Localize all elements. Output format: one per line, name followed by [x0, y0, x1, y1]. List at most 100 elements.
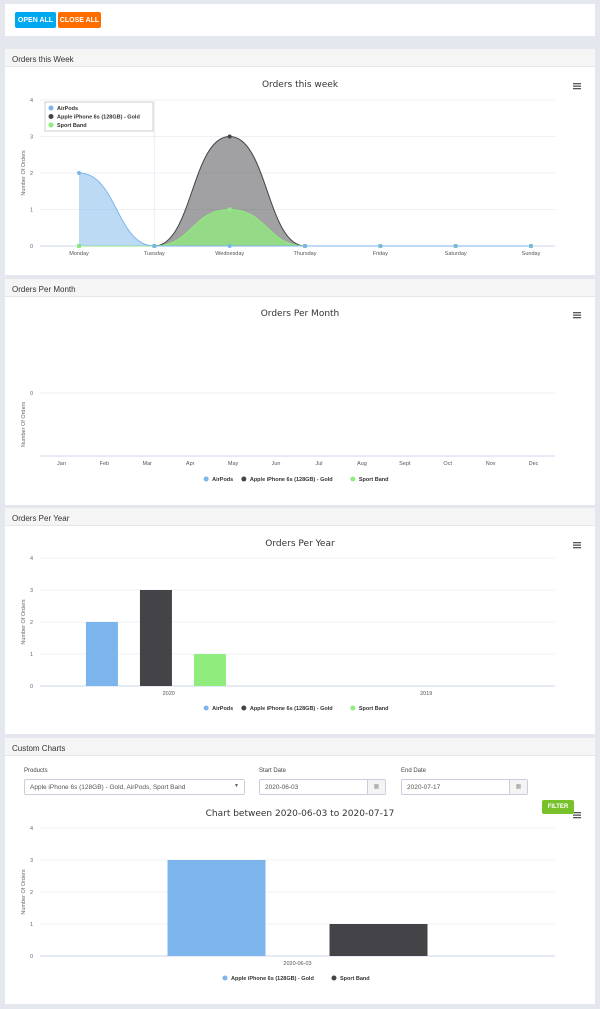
menu-icon[interactable] [573, 542, 581, 549]
legend-marker [241, 476, 247, 482]
y-axis-label: Number Of Orders [21, 599, 27, 644]
y-tick-label: 4 [30, 826, 33, 832]
data-point [378, 244, 383, 248]
y-tick-label: 2 [30, 171, 33, 177]
bar [167, 860, 266, 956]
menu-bar [573, 85, 581, 87]
close-all-button[interactable]: CLOSE ALL [58, 12, 101, 28]
x-tick-label: 2020 [163, 691, 175, 697]
chart-title: Orders Per Year [265, 539, 335, 549]
y-tick-label: 3 [30, 588, 33, 594]
legend-label: Apple iPhone 6s (128GB) - Gold [231, 976, 314, 982]
start-date-input[interactable]: 2020-06-03 ▦ [259, 779, 386, 795]
legend-label: Apple iPhone 6s (128GB) - Gold [250, 477, 333, 483]
legend-item[interactable]: Sport Band [350, 476, 389, 484]
y-tick-label: 4 [30, 98, 33, 104]
data-point [453, 244, 458, 248]
legend-item: Apple iPhone 6s (128GB) - Gold [57, 115, 140, 121]
y-tick-label: 4 [30, 556, 33, 562]
legend-marker [241, 705, 247, 711]
filter-button[interactable]: FILTER [542, 800, 574, 814]
menu-bar [573, 814, 581, 816]
legend-label: Sport Band [359, 706, 389, 712]
y-tick-label: 3 [30, 135, 33, 141]
products-label: Products [24, 768, 48, 774]
open-all-button[interactable]: OPEN ALL [15, 12, 56, 28]
legend-label: Apple iPhone 6s (128GB) - Gold [250, 706, 333, 712]
x-tick-label: Monday [69, 251, 89, 257]
x-tick-label: 2020-06-03 [283, 961, 311, 967]
y-tick-label: 2 [30, 620, 33, 626]
legend-label: Sport Band [359, 477, 389, 483]
calendar-icon[interactable]: ▦ [509, 780, 527, 794]
y-tick-label: 1 [30, 652, 33, 658]
x-tick-label: Aug [357, 461, 367, 467]
legend-box [44, 101, 154, 132]
x-tick-label: Jul [315, 461, 322, 467]
y-axis-label: Number Of Orders [21, 402, 27, 447]
data-point [227, 134, 232, 139]
x-tick-label: Oct [443, 461, 452, 467]
menu-bar [573, 88, 581, 90]
panel-header[interactable]: Custom Charts [5, 738, 595, 756]
x-tick-label: Jun [272, 461, 281, 467]
legend-marker [203, 705, 209, 711]
panel-header[interactable]: Orders Per Month [5, 279, 595, 297]
data-point [77, 171, 81, 175]
menu-bar [573, 314, 581, 316]
x-tick-label: Feb [100, 461, 109, 467]
chevron-down-icon: ▼ [234, 783, 239, 789]
legend-label: AirPods [212, 477, 233, 483]
legend-label: Sport Band [340, 976, 370, 982]
menu-icon[interactable] [573, 83, 581, 90]
legend-item[interactable]: Sport Band [331, 975, 370, 983]
legend-item[interactable]: Apple iPhone 6s (128GB) - Gold [222, 975, 314, 983]
legend-marker [350, 476, 356, 482]
legend-item[interactable]: Apple iPhone 6s (128GB) - Gold [241, 476, 333, 484]
menu-bar [573, 812, 581, 814]
series-area [79, 173, 531, 246]
chart-title: Orders this week [262, 80, 339, 90]
calendar-icon[interactable]: ▦ [367, 780, 385, 794]
y-tick-label: 1 [30, 922, 33, 928]
legend-item[interactable]: Apple iPhone 6s (128GB) - Gold [241, 705, 333, 713]
y-tick-label: 2 [30, 890, 33, 896]
y-axis-label: Number Of Orders [21, 869, 27, 914]
x-tick-label: Sept [399, 461, 411, 467]
products-select[interactable]: Apple iPhone 6s (128GB) - Gold, AirPods,… [24, 779, 245, 795]
legend-marker [350, 705, 356, 711]
legend-marker [48, 114, 54, 119]
panel-custom-charts: Custom Charts Chart between 2020-06-03 t… [5, 738, 595, 1004]
panel-header[interactable]: Orders Per Year [5, 508, 595, 526]
data-point [152, 244, 157, 248]
panel-orders-week: Orders this Week Orders this week Number … [5, 49, 595, 275]
legend-item[interactable]: AirPods [203, 476, 234, 484]
legend-marker [48, 105, 54, 111]
menu-icon[interactable] [573, 312, 581, 319]
panel-orders-month: Orders Per Month Orders Per Month Number … [5, 279, 595, 505]
y-tick-label: 0 [30, 391, 33, 397]
end-date-label: End Date [401, 768, 427, 774]
products-value: Apple iPhone 6s (128GB) - Gold, AirPods,… [30, 784, 186, 791]
x-tick-label: Nov [486, 461, 496, 467]
legend-item[interactable]: AirPods [203, 705, 234, 713]
x-tick-label: Jan [57, 461, 66, 467]
x-tick-label: 2019 [420, 691, 432, 697]
x-tick-label: Friday [373, 251, 389, 257]
data-point [303, 244, 307, 248]
series-area [79, 136, 531, 246]
menu-icon[interactable] [573, 812, 581, 819]
y-tick-label: 0 [30, 244, 33, 250]
series-line [79, 135, 531, 247]
menu-bar [573, 542, 581, 544]
end-date-input[interactable]: 2020-07-17 ▦ [401, 779, 528, 795]
y-tick-label: 0 [30, 954, 33, 960]
bar [85, 622, 118, 686]
legend-label: AirPods [212, 706, 233, 712]
chart-title: Chart between 2020-06-03 to 2020-07-17 [206, 809, 395, 819]
x-tick-label: Tuesday [144, 251, 165, 257]
x-tick-label: Mar [143, 461, 153, 467]
bar [329, 924, 428, 956]
panel-header[interactable]: Orders this Week [5, 49, 595, 67]
legend-item[interactable]: Sport Band [350, 705, 389, 713]
